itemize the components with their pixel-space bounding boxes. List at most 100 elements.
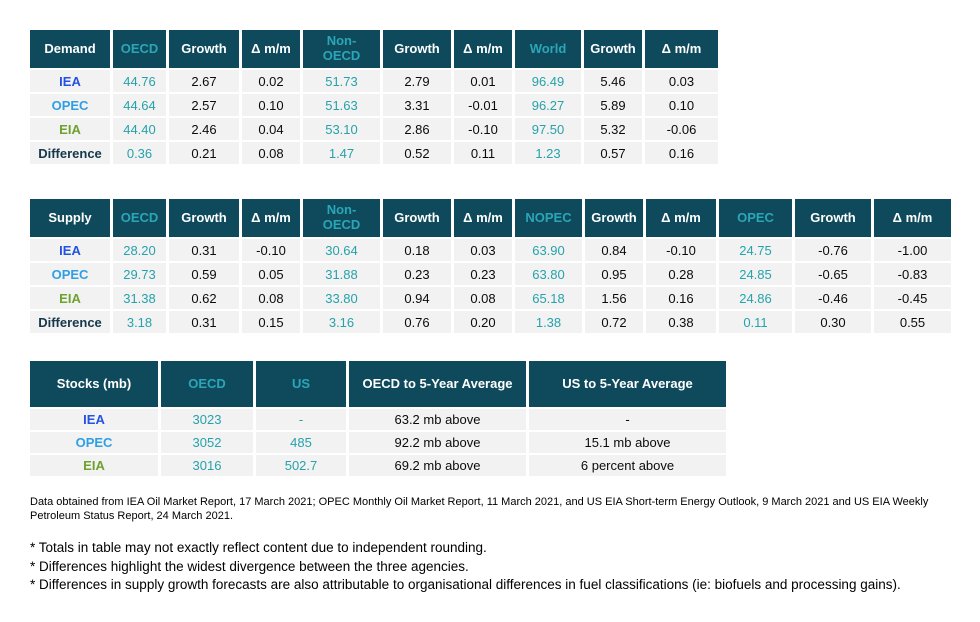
column-header: Growth: [584, 30, 642, 68]
data-cell: 2.46: [169, 118, 239, 140]
column-header: US: [256, 361, 346, 407]
data-cell: 53.10: [303, 118, 380, 140]
supply-corner-header: Supply: [30, 199, 110, 237]
data-cell: 0.94: [383, 287, 451, 309]
data-cell: 0.05: [242, 263, 300, 285]
column-header: Δ m/m: [645, 30, 718, 68]
data-cell: 0.76: [383, 311, 451, 333]
data-cell: 15.1 mb above: [529, 432, 726, 453]
column-header: Δ m/m: [454, 30, 512, 68]
table-row: IEA 3023-63.2 mb above -: [30, 409, 726, 430]
table-row: Difference 0.36 0.21 0.08 1.47 0.52 0.11 1.23 0.…: [30, 142, 718, 164]
column-header: Δ m/m: [646, 199, 716, 237]
data-cell: 51.63: [303, 94, 380, 116]
column-header: Growth: [169, 199, 239, 237]
column-header: Δ m/m: [242, 199, 300, 237]
data-cell: 0.21: [169, 142, 239, 164]
data-cell: -0.46: [795, 287, 871, 309]
data-cell: 3.18: [113, 311, 166, 333]
column-header: NOPEC: [515, 199, 582, 237]
table-row: EIA 31.38 0.62 0.08 33.80 0.94 0.08 65.18 1.56 0.…: [30, 287, 951, 309]
data-cell: 0.08: [242, 287, 300, 309]
data-cell: 63.90: [515, 239, 582, 261]
table-row: OPEC 44.64 2.57 0.10 51.63 3.31 -0.01 96.27 5.89…: [30, 94, 718, 116]
data-cell: -0.01: [454, 94, 512, 116]
data-cell: 0.55: [874, 311, 951, 333]
data-cell: 0.95: [585, 263, 643, 285]
tables-container: Demand OECD Growth Δ m/m Non-OECD Growth Δ m/m…: [27, 28, 960, 478]
column-header: Δ m/m: [454, 199, 512, 237]
data-cell: 1.38: [515, 311, 582, 333]
data-cell: 5.32: [584, 118, 642, 140]
column-header: Δ m/m: [242, 30, 300, 68]
row-label: EIA: [30, 287, 110, 309]
data-cell: -: [529, 409, 726, 430]
table-row: OPEC 3052 485 92.2 mb above 15.1 mb above: [30, 432, 726, 453]
data-cell: 44.76: [113, 70, 166, 92]
data-cell: 2.67: [169, 70, 239, 92]
data-cell: 5.89: [584, 94, 642, 116]
footnote: * Differences in supply growth forecasts…: [30, 577, 901, 592]
data-cell: 0.23: [454, 263, 512, 285]
data-cell: 0.62: [169, 287, 239, 309]
data-cell: 0.23: [383, 263, 451, 285]
data-cell: 0.10: [645, 94, 718, 116]
data-cell: 0.18: [383, 239, 451, 261]
data-cell: -1.00: [874, 239, 951, 261]
data-cell: 96.49: [515, 70, 581, 92]
footnotes-list: * Totals in table may not exactly reflec…: [30, 539, 932, 595]
data-cell: 3.31: [383, 94, 451, 116]
data-cell: -0.06: [645, 118, 718, 140]
data-cell: 2.79: [383, 70, 451, 92]
data-cell: 3.16: [303, 311, 380, 333]
table-row: IEA 28.20 0.31 -0.10 30.64 0.18 0.03 63.90 0.84-…: [30, 239, 951, 261]
data-cell: 24.75: [719, 239, 792, 261]
table-row: OPEC 29.73 0.59 0.05 31.88 0.23 0.23 63.80 0.95 0…: [30, 263, 951, 285]
data-cell: 92.2 mb above: [349, 432, 526, 453]
stocks-table: Stocks (mb) OECD US OECD to 5-Year Average U…: [27, 359, 729, 478]
data-cell: -0.65: [795, 263, 871, 285]
row-label: OPEC: [30, 263, 110, 285]
data-cell: -0.83: [874, 263, 951, 285]
data-cell: 0.03: [454, 239, 512, 261]
data-cell: 0.31: [169, 239, 239, 261]
column-header: Δ m/m: [874, 199, 951, 237]
row-label: IEA: [30, 239, 110, 261]
row-label: Difference: [30, 311, 110, 333]
data-cell: 0.31: [169, 311, 239, 333]
data-cell: 3023: [161, 409, 253, 430]
data-cell: 31.88: [303, 263, 380, 285]
table-row: IEA 44.76 2.67 0.02 51.73 2.79 0.01 96.49 5.46 0.…: [30, 70, 718, 92]
data-cell: 28.20: [113, 239, 166, 261]
data-cell: 69.2 mb above: [349, 455, 526, 476]
data-cell: -0.76: [795, 239, 871, 261]
data-cell: -0.10: [242, 239, 300, 261]
data-cell: 3016: [161, 455, 253, 476]
row-label: Difference: [30, 142, 110, 164]
row-label: OPEC: [30, 94, 110, 116]
data-cell: 0.03: [645, 70, 718, 92]
data-cell: 0.08: [242, 142, 300, 164]
supply-table: Supply OECD Growth Δ m/m Non-OECD Growth Δ m/m…: [27, 197, 954, 335]
stocks-corner-header: Stocks (mb): [30, 361, 158, 407]
column-header: OECD: [113, 30, 166, 68]
data-cell: 44.64: [113, 94, 166, 116]
column-header: Growth: [383, 30, 451, 68]
data-cell: 63.80: [515, 263, 582, 285]
data-cell: 0.30: [795, 311, 871, 333]
data-cell: 502.7: [256, 455, 346, 476]
data-cell: 0.16: [646, 287, 716, 309]
data-cell: 96.27: [515, 94, 581, 116]
row-label: EIA: [30, 455, 158, 476]
data-cell: 0.02: [242, 70, 300, 92]
column-header: US to 5-Year Average: [529, 361, 726, 407]
data-cell: 0.20: [454, 311, 512, 333]
data-cell: 1.23: [515, 142, 581, 164]
row-label: EIA: [30, 118, 110, 140]
data-cell: 0.11: [454, 142, 512, 164]
data-cell: 29.73: [113, 263, 166, 285]
data-cell: 30.64: [303, 239, 380, 261]
data-cell: 33.80: [303, 287, 380, 309]
footnote: * Differences highlight the widest diver…: [30, 558, 469, 574]
